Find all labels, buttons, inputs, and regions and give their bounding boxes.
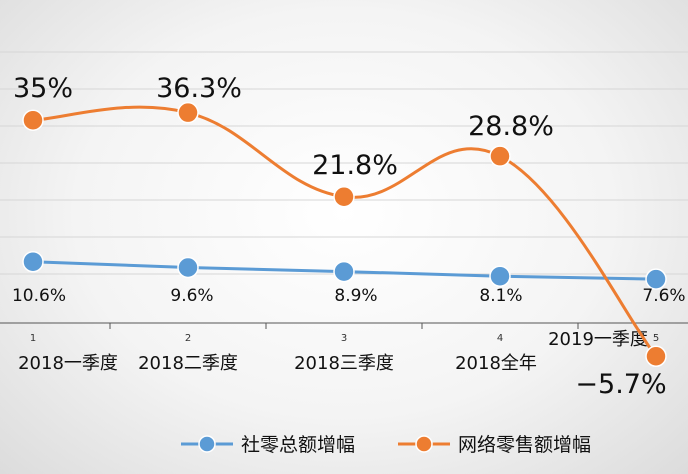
- retail-sales-point: [22, 250, 44, 273]
- legend-marker: [198, 435, 216, 453]
- retail-sales-point: [333, 260, 355, 283]
- category-label: 2018全年: [455, 353, 537, 374]
- retail-sales-data-label: 7.6%: [642, 286, 685, 306]
- retail-sales-point: [645, 268, 667, 290]
- online-retail-point: [177, 101, 199, 124]
- online-retail-data-label: 28.8%: [468, 111, 554, 142]
- online-retail-data-label: 21.8%: [312, 150, 398, 181]
- retail-sales-point: [177, 256, 199, 279]
- online-retail-point: [645, 345, 667, 368]
- legend-label: 网络零售额增幅: [458, 434, 591, 456]
- retail-sales-point: [489, 265, 511, 287]
- x-tick-label: 4: [497, 333, 503, 344]
- x-tick-label: 5: [653, 333, 659, 344]
- online-retail-data-label: 35%: [13, 73, 73, 104]
- category-label: 2019一季度: [548, 329, 648, 350]
- x-tick-label: 3: [341, 333, 347, 344]
- category-label: 2018二季度: [138, 353, 238, 374]
- online-retail-data-label: −5.7%: [575, 369, 666, 400]
- retail-sales-data-label: 8.9%: [334, 286, 377, 306]
- online-retail-point: [333, 186, 355, 208]
- online-retail-data-label: 36.3%: [156, 73, 242, 104]
- legend-label: 社零总额增幅: [241, 434, 355, 456]
- online-retail-point: [22, 109, 44, 131]
- legend-marker: [415, 435, 433, 453]
- retail-sales-data-label: 9.6%: [170, 286, 213, 306]
- retail-sales-data-label: 8.1%: [479, 286, 522, 306]
- online-retail-series-line: [32, 105, 658, 358]
- online-retail-point: [489, 145, 511, 167]
- category-label: 2018一季度: [18, 353, 118, 374]
- x-tick-label: 2: [185, 333, 191, 344]
- x-tick-label: 1: [30, 333, 36, 344]
- retail-sales-data-label: 10.6%: [12, 286, 66, 306]
- category-label: 2018三季度: [294, 353, 394, 374]
